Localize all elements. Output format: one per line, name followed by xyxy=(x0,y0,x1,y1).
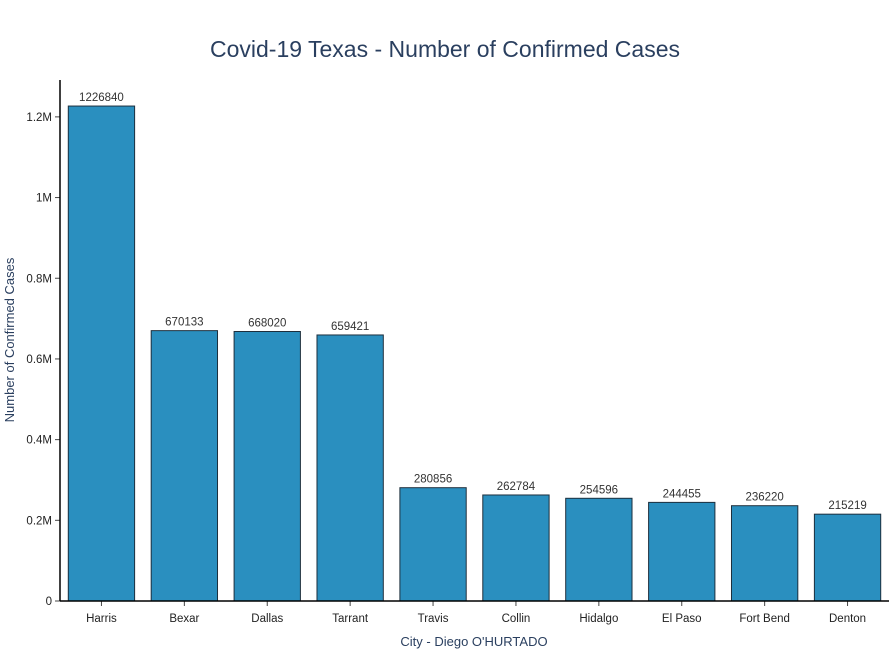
x-tick-label: Denton xyxy=(829,613,866,625)
data-label: 244455 xyxy=(663,488,701,500)
bar-harris xyxy=(67,105,136,602)
data-label: 280856 xyxy=(414,474,452,486)
x-tick-label: Harris xyxy=(86,613,117,625)
y-tick-label: 0.6M xyxy=(26,354,52,366)
x-tick-label: Tarrant xyxy=(332,613,369,625)
y-tick-label: 1M xyxy=(36,193,52,205)
data-label: 236220 xyxy=(745,492,783,504)
x-tick-label: Hidalgo xyxy=(579,613,618,625)
data-label: 670133 xyxy=(165,317,203,329)
x-tick-label: Fort Bend xyxy=(739,613,790,625)
y-tick-label: 0 xyxy=(46,596,52,608)
x-tick-label: Travis xyxy=(418,613,449,625)
bars-group: 1226840 670133 668020 659421 280856 262784 254… xyxy=(67,92,882,602)
data-label: 215219 xyxy=(828,500,866,512)
bar-denton xyxy=(813,513,882,602)
x-axis: Harris Bexar Dallas Tarrant Travis Collin Hida… xyxy=(86,601,866,625)
x-tick-label: Collin xyxy=(502,613,531,625)
bar-bexar xyxy=(150,330,219,602)
x-tick-label: El Paso xyxy=(662,613,702,625)
data-label: 1226840 xyxy=(79,92,124,104)
data-label: 668020 xyxy=(248,318,286,330)
data-label: 262784 xyxy=(497,481,536,493)
y-tick-label: 1.2M xyxy=(26,112,52,124)
y-tick-label: 0.4M xyxy=(26,435,52,447)
y-axis: 0 0.2M 0.4M 0.6M 0.8M 1M 1.2M xyxy=(26,112,60,608)
data-label: 659421 xyxy=(331,321,369,333)
bar-travis xyxy=(399,487,467,602)
y-tick-label: 0.8M xyxy=(26,273,52,285)
bar-el-paso xyxy=(648,501,716,602)
bar-dallas xyxy=(233,331,301,602)
bar-collin xyxy=(482,494,550,602)
data-label: 254596 xyxy=(580,484,618,496)
y-axis-label: Number of Confirmed Cases xyxy=(2,257,17,422)
bar-fort-bend xyxy=(730,505,799,602)
x-tick-label: Bexar xyxy=(169,613,199,625)
y-tick-label: 0.2M xyxy=(26,515,52,527)
bar-hidalgo xyxy=(565,497,633,602)
chart-title: Covid-19 Texas - Number of Confirmed Cas… xyxy=(210,36,680,62)
x-axis-label: City - Diego O'HURTADO xyxy=(400,634,547,649)
bar-tarrant xyxy=(316,334,384,602)
x-tick-label: Dallas xyxy=(251,613,283,625)
